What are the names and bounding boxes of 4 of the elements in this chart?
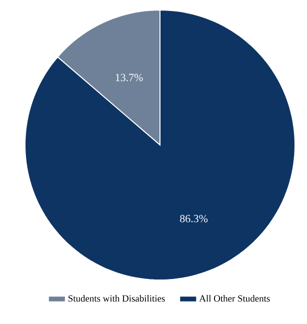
legend-label: All Other Students	[199, 294, 270, 302]
data-label: 86.3%	[180, 214, 208, 222]
legend-label: Students with Disabilities	[68, 294, 165, 302]
data-label: 13.7%	[116, 74, 143, 82]
